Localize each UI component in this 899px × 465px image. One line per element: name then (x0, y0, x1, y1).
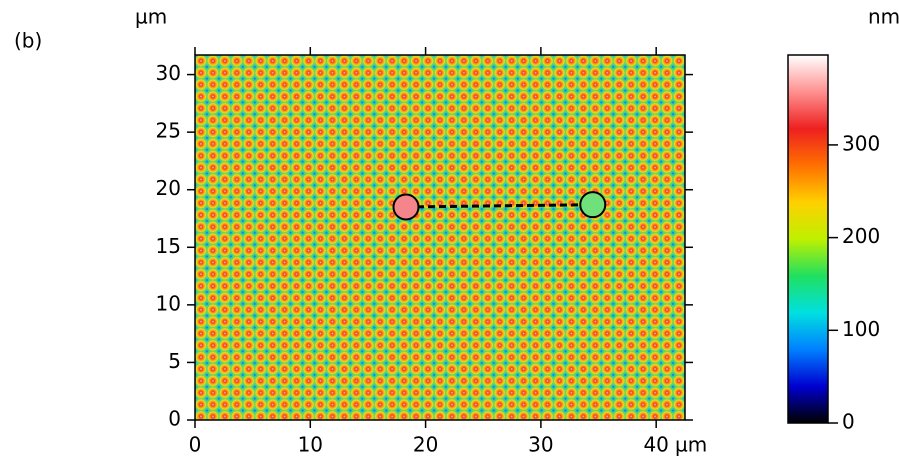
colorbar-tick-label: 300 (842, 131, 880, 155)
plot-frame (194, 54, 686, 421)
y-tick-label: 0 (168, 407, 181, 431)
colorbar (787, 54, 829, 424)
profile-marker (579, 191, 607, 219)
profile-line (405, 203, 593, 209)
profile-marker (392, 193, 420, 221)
colorbar-unit: nm (868, 5, 899, 29)
y-unit: µm (135, 5, 167, 29)
height-map (195, 55, 685, 420)
colorbar-tick-label: 100 (842, 317, 880, 341)
x-tick-label: 30 (528, 433, 553, 457)
x-tick-label: 0 (189, 433, 202, 457)
x-unit: µm (675, 433, 707, 457)
y-tick-label: 30 (156, 61, 181, 85)
x-tick-label: 40 (643, 433, 668, 457)
y-tick-label: 10 (156, 291, 181, 315)
y-tick-label: 5 (168, 349, 181, 373)
x-tick-label: 10 (298, 433, 323, 457)
y-tick-label: 15 (156, 234, 181, 258)
colorbar-tick-label: 0 (842, 410, 855, 434)
y-tick-label: 25 (156, 119, 181, 143)
colorbar-tick-label: 200 (842, 224, 880, 248)
y-tick-label: 20 (156, 176, 181, 200)
panel-label: (b) (14, 29, 42, 53)
x-tick-label: 20 (413, 433, 438, 457)
